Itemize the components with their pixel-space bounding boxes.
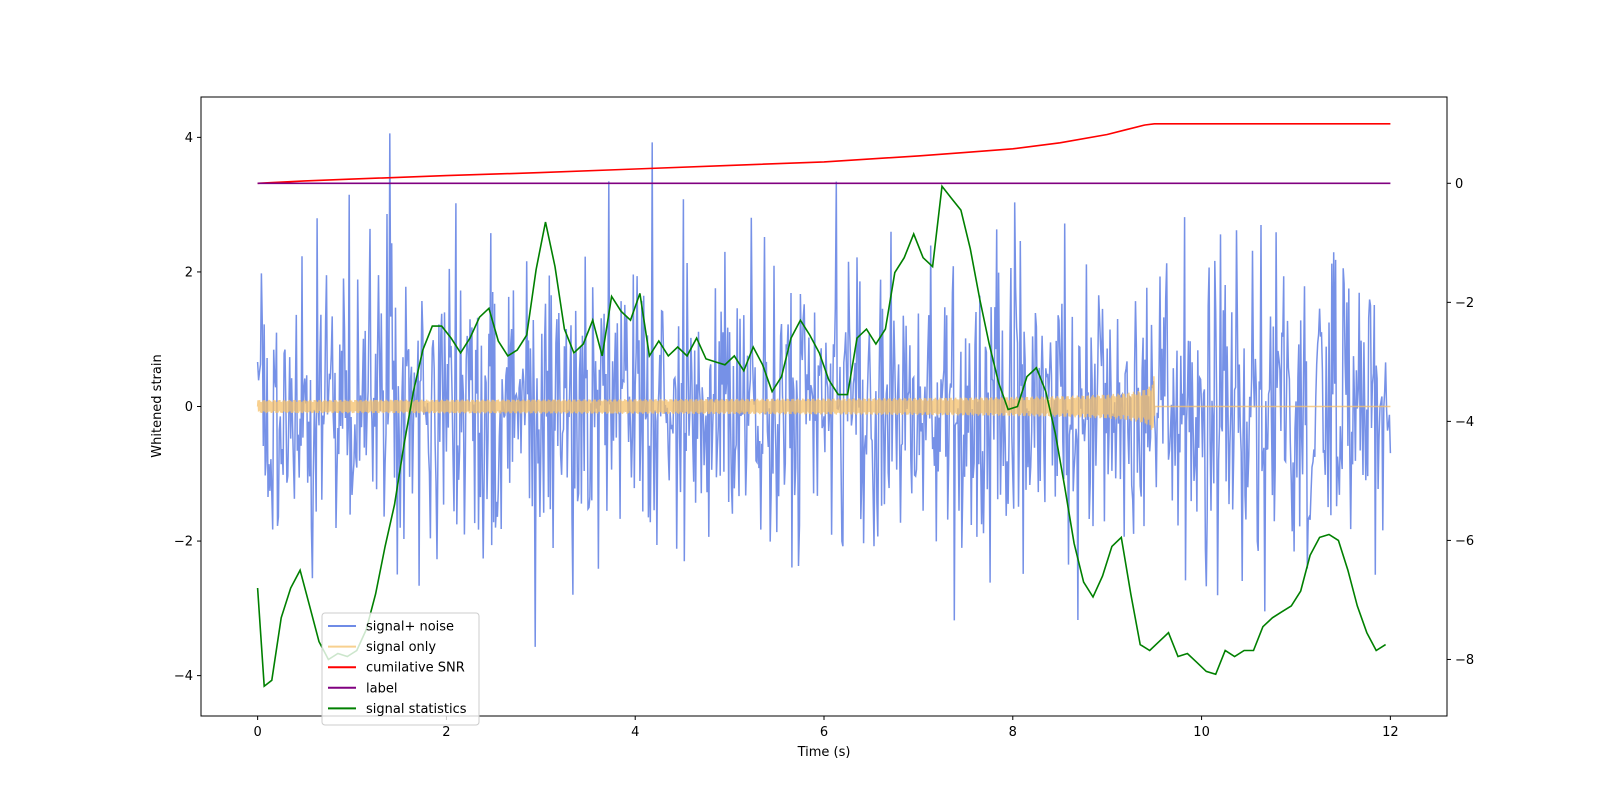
y-tick-label: −4 [174, 669, 193, 684]
y2-tick-label: −8 [1455, 653, 1474, 668]
series-signal-only [256, 376, 1391, 430]
x-tick-label: 10 [1193, 725, 1210, 740]
y-tick-label: 4 [185, 131, 193, 146]
series-layer [256, 123, 1392, 688]
y-axis-left: −4 −2 0 2 4 [174, 131, 201, 684]
x-tick-label: 6 [820, 725, 828, 740]
series-cumulative-snr [257, 123, 1391, 185]
x-tick-label: 12 [1382, 725, 1399, 740]
x-tick-label: 4 [631, 725, 639, 740]
y-axis-label: Whitened strain [150, 354, 165, 457]
y2-tick-label: 0 [1455, 177, 1463, 192]
y2-tick-label: −2 [1455, 296, 1474, 311]
x-axis-label: Time (s) [797, 745, 851, 760]
legend-label: signal statistics [366, 702, 467, 717]
legend-label: label [366, 681, 397, 696]
y-tick-label: 2 [185, 265, 193, 280]
x-tick-label: 0 [253, 725, 261, 740]
y2-tick-label: −4 [1455, 415, 1474, 430]
series-signal-statistics [256, 184, 1387, 688]
y-tick-label: −2 [174, 535, 193, 550]
x-tick-label: 8 [1009, 725, 1017, 740]
legend-label: signal+ noise [366, 620, 454, 635]
y-axis-right: −8 −6 −4 −2 0 [1447, 177, 1474, 668]
y-tick-label: 0 [185, 400, 193, 415]
legend-box [321, 612, 480, 726]
legend-label: cumilative SNR [366, 661, 465, 676]
legend: signal+ noise signal only cumilative SNR la… [321, 612, 480, 726]
legend-label: signal only [366, 640, 436, 655]
x-tick-label: 2 [442, 725, 450, 740]
y2-tick-label: −6 [1455, 534, 1474, 549]
